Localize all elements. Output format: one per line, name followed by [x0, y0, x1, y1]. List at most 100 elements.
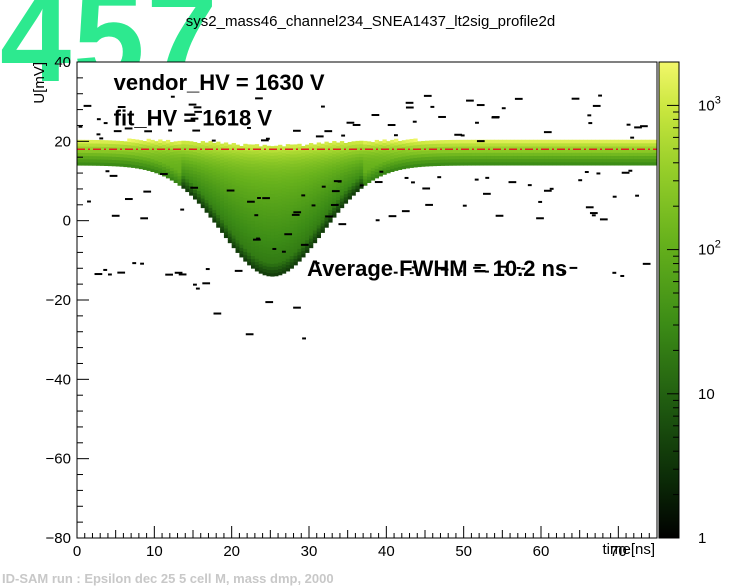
heat-cell — [212, 155, 217, 160]
heat-cell — [343, 171, 349, 176]
heat-cell — [227, 214, 233, 218]
heat-cell — [390, 152, 395, 157]
heat-cell — [293, 245, 298, 250]
outlier-cell — [409, 272, 414, 275]
heat-cell — [301, 218, 306, 223]
outlier-cell — [634, 126, 642, 129]
heat-cell — [251, 201, 256, 206]
heat-cell — [316, 161, 321, 166]
heat-cell — [285, 194, 291, 199]
heat-cell — [629, 161, 635, 166]
heat-cell — [293, 182, 298, 187]
heat-cell — [204, 183, 209, 188]
heat-cell — [312, 182, 318, 187]
heat-cell — [285, 220, 291, 224]
heat-cell — [227, 233, 233, 237]
heat-cell — [370, 173, 376, 178]
heat-cell — [614, 161, 619, 166]
heat-cell — [367, 169, 372, 174]
heat-cell — [111, 159, 117, 164]
heat-cell — [247, 226, 252, 231]
heat-cell — [107, 162, 113, 167]
heat-cell — [297, 235, 302, 240]
heat-cell — [653, 161, 658, 166]
heat-cell — [556, 152, 561, 157]
heat-cell — [293, 201, 298, 206]
heat-cell — [158, 145, 163, 150]
heat-cell — [556, 139, 561, 144]
heat-cell — [204, 202, 209, 207]
heat-cell — [111, 153, 117, 157]
heat-cell — [537, 158, 542, 163]
heat-cell — [305, 150, 310, 155]
heat-cell — [390, 143, 395, 147]
heat-cell — [262, 227, 267, 231]
heat-cell — [289, 173, 294, 177]
heat-cell — [309, 187, 314, 192]
heat-cell — [610, 139, 615, 144]
heat-cell — [208, 175, 213, 180]
heat-cell — [239, 215, 244, 220]
heat-cell — [332, 153, 337, 158]
heat-cell — [193, 151, 198, 156]
heat-cell — [262, 220, 267, 225]
heat-cell — [544, 142, 550, 147]
heat-cell — [309, 241, 314, 245]
heat-cell — [413, 163, 418, 168]
heat-cell — [254, 150, 260, 155]
outlier-cell — [374, 181, 383, 184]
heat-cell — [193, 173, 198, 178]
heat-cell — [289, 150, 294, 155]
heat-cell — [216, 141, 221, 146]
heat-cell — [305, 230, 310, 234]
heat-cell — [216, 189, 221, 193]
heat-cell — [649, 158, 654, 163]
heat-cell — [285, 242, 291, 247]
heat-cell — [289, 252, 294, 256]
heat-cell — [239, 222, 244, 226]
outlier-cell — [584, 171, 589, 174]
heat-cell — [216, 208, 221, 212]
heat-cell — [336, 206, 341, 210]
heat-cell — [274, 209, 279, 213]
heat-cell — [475, 158, 480, 163]
heat-cell — [513, 158, 519, 163]
outlier-cell — [404, 176, 409, 179]
heat-cell — [80, 149, 86, 153]
heat-cell — [266, 215, 271, 220]
heat-cell — [274, 193, 279, 197]
heat-cell — [378, 172, 383, 177]
heat-cell — [177, 182, 182, 186]
heat-cell — [266, 269, 271, 274]
heat-cell — [227, 185, 233, 190]
heat-cell — [278, 268, 283, 273]
heat-cell — [150, 165, 155, 169]
heat-cell — [204, 167, 209, 172]
heat-cell — [452, 139, 457, 144]
heat-cell — [262, 173, 267, 177]
heat-cell — [243, 175, 248, 180]
heat-cell — [258, 228, 263, 233]
heat-cell — [266, 158, 271, 163]
heat-cell — [212, 152, 217, 156]
heat-cell — [154, 157, 159, 161]
heat-cell — [579, 149, 584, 153]
heat-cell — [510, 149, 515, 153]
heat-cell — [347, 180, 352, 184]
heat-cell — [247, 163, 252, 167]
outlier-cell — [612, 271, 617, 274]
heat-cell — [425, 140, 430, 145]
heat-cell — [258, 193, 263, 198]
heat-cell — [231, 168, 236, 172]
heat-cell — [606, 161, 611, 166]
heat-cell — [332, 191, 337, 196]
heat-cell — [254, 232, 260, 237]
heat-cell — [239, 149, 244, 153]
heat-cell — [200, 175, 205, 180]
heat-cell — [544, 146, 550, 150]
outlier-cell — [338, 223, 347, 226]
heat-cell — [378, 163, 383, 167]
heat-cell — [483, 155, 488, 160]
heat-cell — [289, 230, 294, 234]
